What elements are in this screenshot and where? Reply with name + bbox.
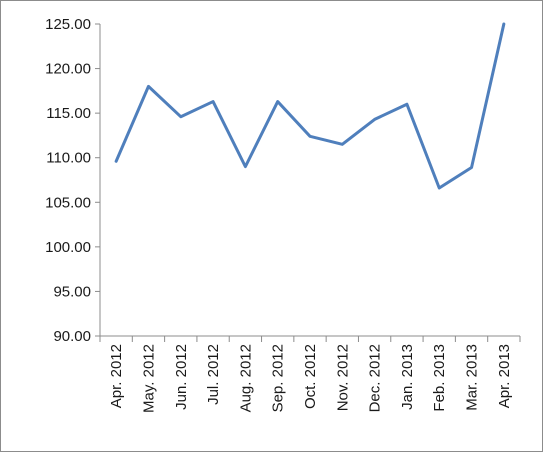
data-point [179, 115, 182, 118]
x-tick-label: Dec. 2012 [367, 344, 384, 412]
x-tick-label: Jul. 2012 [205, 344, 222, 405]
y-tick-label: 110.00 [46, 150, 91, 167]
data-point [470, 166, 473, 169]
data-point [115, 160, 118, 163]
x-tick-label: Jun. 2012 [173, 344, 190, 410]
x-tick-label: Mar. 2013 [464, 344, 481, 411]
data-point [147, 85, 150, 88]
y-tick-label: 125.00 [45, 16, 91, 33]
data-point [309, 135, 312, 138]
y-tick-label: 115.00 [46, 105, 91, 122]
data-point [373, 118, 376, 121]
x-tick-label: Aug. 2012 [237, 344, 254, 412]
y-tick-label: 90.00 [53, 328, 91, 345]
data-point [212, 100, 215, 103]
data-point [341, 143, 344, 146]
y-tick-label: 100.00 [45, 239, 91, 256]
x-tick-label: Nov. 2012 [334, 344, 351, 411]
y-tick-label: 95.00 [53, 283, 91, 300]
x-tick-label: Feb. 2013 [431, 344, 448, 412]
y-tick-label: 120.00 [45, 61, 91, 78]
data-point [502, 23, 505, 26]
x-tick-label: Jan. 2013 [399, 344, 416, 410]
x-tick-label: Apr. 2012 [108, 344, 125, 408]
data-point [438, 187, 441, 190]
x-tick-label: Apr. 2013 [496, 344, 513, 408]
y-tick-label: 105.00 [45, 194, 91, 211]
x-tick-label: Oct. 2012 [302, 344, 319, 409]
data-point [244, 165, 247, 168]
x-tick-label: Sep. 2012 [270, 344, 287, 412]
series-line [114, 22, 506, 190]
x-tick-label: May. 2012 [140, 344, 157, 413]
data-point [405, 103, 408, 106]
data-point [276, 100, 279, 103]
